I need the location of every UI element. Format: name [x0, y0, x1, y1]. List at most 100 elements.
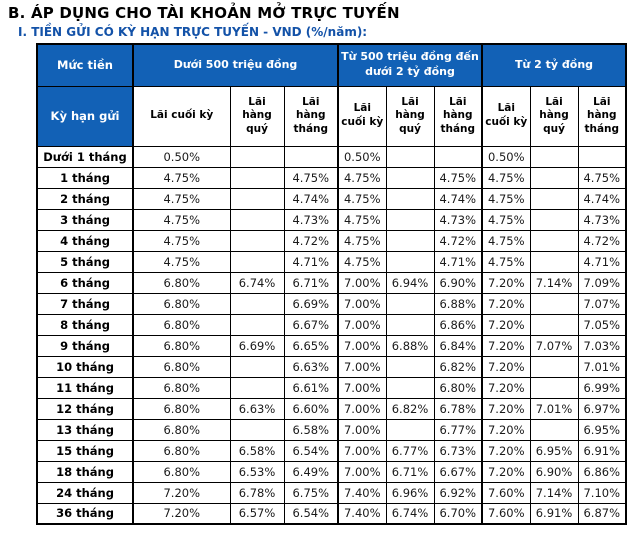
rate-cell: 7.00% [337, 292, 387, 315]
rate-cell: 7.00% [337, 418, 387, 441]
rate-cell [229, 208, 285, 231]
table-header: Mức tiền Dưới 500 triệu đồng Từ 500 triệ… [36, 43, 627, 147]
rate-cell: 4.75% [132, 208, 231, 231]
rate-cell: 7.14% [529, 481, 579, 504]
rate-cell: 6.63% [229, 397, 285, 420]
rate-cell: 4.71% [283, 250, 339, 273]
rate-cell: 6.71% [283, 271, 339, 294]
section-subtitle: I. TIỀN GỬI CÓ KỲ HẠN TRỰC TUYẾN - VND (… [18, 25, 368, 39]
rate-cell: 7.00% [337, 355, 387, 378]
rate-cell: 6.78% [433, 397, 483, 420]
rate-cell: 6.67% [433, 460, 483, 483]
rate-cell: 7.00% [337, 397, 387, 420]
rate-cell: 7.09% [577, 271, 627, 294]
rate-cell: 7.20% [481, 418, 531, 441]
rate-cell [385, 250, 435, 273]
rate-table-body: Dưới 1 tháng 0.50% 0.50% 0.50% 1 tháng 4.75% 4… [36, 145, 627, 525]
rate-cell: 6.57% [229, 502, 285, 525]
rate-cell: 4.75% [481, 187, 531, 210]
rate-cell: 6.74% [385, 502, 435, 525]
rate-cell: 4.75% [283, 166, 339, 189]
rate-cell: 6.71% [385, 460, 435, 483]
rate-cell: 7.60% [481, 502, 531, 525]
rate-cell: 4.74% [283, 187, 339, 210]
rate-cell: 4.74% [433, 187, 483, 210]
rate-cell: 4.75% [337, 250, 387, 273]
rate-cell [529, 313, 579, 336]
table-row: 10 tháng 6.80% 6.63% 7.00% 6.82% 7.20% 7.01% [36, 355, 627, 378]
rate-cell: 7.00% [337, 460, 387, 483]
table-row: 18 tháng 6.80% 6.53% 6.49% 7.00% 6.71% 6.67% 7.… [36, 460, 627, 483]
rate-cell: 4.72% [577, 229, 627, 252]
subheader-end-of-term-1: Lãi cuối kỳ [132, 85, 231, 147]
rate-cell: 4.75% [337, 166, 387, 189]
rate-cell: 7.00% [337, 334, 387, 357]
rate-cell: 4.75% [337, 208, 387, 231]
rate-cell: 6.61% [283, 376, 339, 399]
rate-cell: 6.91% [529, 502, 579, 525]
rate-cell: 7.14% [529, 271, 579, 294]
rate-cell: 7.00% [337, 439, 387, 462]
rate-cell: 6.88% [385, 334, 435, 357]
rate-cell: 6.84% [433, 334, 483, 357]
amount-header-row: Mức tiền Dưới 500 triệu đồng Từ 500 triệ… [36, 43, 627, 87]
rate-cell: 6.80% [132, 292, 231, 315]
rate-cell [529, 292, 579, 315]
rate-cell [385, 145, 435, 168]
rate-cell: 6.94% [385, 271, 435, 294]
rate-cell [529, 208, 579, 231]
rate-cell: 4.75% [481, 250, 531, 273]
term-cell: 11 tháng [36, 376, 134, 399]
rate-cell: 6.69% [229, 334, 285, 357]
table-row: 7 tháng 6.80% 6.69% 7.00% 6.88% 7.20% 7.07% [36, 292, 627, 315]
rate-cell: 7.20% [481, 271, 531, 294]
rate-cell: 6.90% [529, 460, 579, 483]
table-row: 13 tháng 6.80% 6.58% 7.00% 6.77% 7.20% 6.95% [36, 418, 627, 441]
subheader-monthly-2: Lãi hàng tháng [433, 85, 483, 147]
rate-cell: 6.95% [577, 418, 627, 441]
rate-cell: 6.69% [283, 292, 339, 315]
rate-cell [385, 292, 435, 315]
subheader-row: Kỳ hạn gửi Lãi cuối kỳ Lãi hàng quý Lãi … [36, 85, 627, 147]
table-row: 1 tháng 4.75% 4.75% 4.75% 4.75% 4.75% 4.75% [36, 166, 627, 189]
rate-cell: 6.78% [229, 481, 285, 504]
rate-cell: 7.01% [529, 397, 579, 420]
rate-cell: 7.00% [337, 376, 387, 399]
rate-cell: 6.77% [433, 418, 483, 441]
rate-cell: 4.75% [132, 166, 231, 189]
rate-cell: 6.82% [433, 355, 483, 378]
rate-cell: 6.54% [283, 439, 339, 462]
rate-cell [229, 187, 285, 210]
rate-cell: 6.63% [283, 355, 339, 378]
rate-cell: 6.67% [283, 313, 339, 336]
rate-cell: 6.97% [577, 397, 627, 420]
rate-cell: 7.00% [337, 313, 387, 336]
rate-cell: 4.75% [481, 166, 531, 189]
rate-cell [529, 418, 579, 441]
rate-cell: 7.20% [481, 334, 531, 357]
rate-cell: 7.20% [132, 481, 231, 504]
table-row: 6 tháng 6.80% 6.74% 6.71% 7.00% 6.94% 6.90% 7.2… [36, 271, 627, 294]
rate-cell: 6.53% [229, 460, 285, 483]
term-cell: Dưới 1 tháng [36, 145, 134, 168]
rate-cell: 6.80% [132, 439, 231, 462]
rate-cell [229, 313, 285, 336]
table-row: 2 tháng 4.75% 4.74% 4.75% 4.74% 4.75% 4.74% [36, 187, 627, 210]
rate-cell: 4.72% [283, 229, 339, 252]
term-header-cell: Kỳ hạn gửi [36, 85, 134, 147]
rate-cell: 6.95% [529, 439, 579, 462]
subheader-end-of-term-2: Lãi cuối kỳ [337, 85, 387, 147]
rate-cell: 4.75% [577, 166, 627, 189]
rate-cell: 6.80% [132, 418, 231, 441]
rate-cell: 7.40% [337, 481, 387, 504]
rate-cell [229, 250, 285, 273]
rate-cell: 6.82% [385, 397, 435, 420]
rate-cell [529, 376, 579, 399]
rate-cell [385, 376, 435, 399]
rate-cell: 6.58% [229, 439, 285, 462]
rate-cell: 4.73% [577, 208, 627, 231]
rate-cell: 7.05% [577, 313, 627, 336]
rate-cell: 6.65% [283, 334, 339, 357]
term-cell: 9 tháng [36, 334, 134, 357]
